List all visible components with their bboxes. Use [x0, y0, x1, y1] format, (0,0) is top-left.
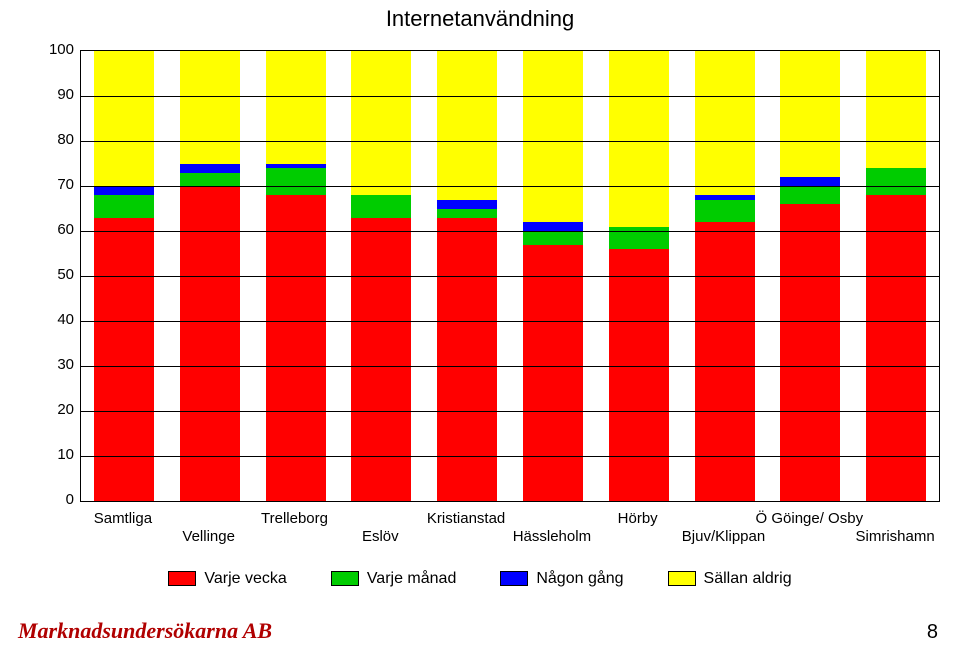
bar-segment [180, 173, 240, 187]
bar-segment [180, 51, 240, 164]
bar-segment [695, 51, 755, 195]
bar-segment [866, 51, 926, 168]
bar-segment [609, 227, 669, 250]
bar-segment [437, 209, 497, 218]
x-tick-label: Kristianstad [396, 510, 536, 527]
y-tick-label: 10 [40, 446, 74, 463]
x-tick-label: Trelleborg [225, 510, 365, 527]
legend-swatch [331, 571, 359, 586]
legend-item: Sällan aldrig [668, 570, 792, 588]
legend: Varje vecka Varje månad Någon gång Sällan a… [0, 570, 960, 588]
chart-area: SamtligaVellingeTrelleborgEslövKristians… [40, 40, 940, 510]
gridline [81, 231, 939, 232]
footer-brand: Marknadsundersökarna AB [18, 618, 272, 644]
bar-segment [94, 51, 154, 186]
legend-swatch [168, 571, 196, 586]
bar-segment [695, 200, 755, 223]
gridline [81, 186, 939, 187]
y-tick-label: 60 [40, 221, 74, 238]
legend-item: Varje vecka [168, 570, 286, 588]
bar-segment [780, 51, 840, 177]
x-tick-label: Eslöv [310, 528, 450, 545]
x-tick-label: Simrishamn [825, 528, 960, 545]
bar-segment [523, 51, 583, 222]
bar-segment [609, 51, 669, 227]
y-tick-label: 30 [40, 356, 74, 373]
page: Internetanvändning SamtligaVellingeTrell… [0, 0, 960, 658]
legend-label: Varje månad [367, 570, 457, 587]
gridline [81, 276, 939, 277]
y-tick-label: 40 [40, 311, 74, 328]
footer-page-number: 8 [927, 621, 938, 644]
bar-segment [180, 186, 240, 501]
x-tick-label: Hässleholm [482, 528, 622, 545]
legend-item: Någon gång [500, 570, 623, 588]
bar-segment [351, 51, 411, 195]
legend-swatch [500, 571, 528, 586]
legend-label: Någon gång [536, 570, 623, 587]
bar-segment [94, 195, 154, 218]
gridline [81, 456, 939, 457]
x-tick-label: Vellinge [139, 528, 279, 545]
bar-segment [695, 195, 755, 200]
bar-segment [351, 195, 411, 218]
x-tick-label: Hörby [568, 510, 708, 527]
bar-segment [609, 249, 669, 501]
plot-area [80, 50, 940, 502]
legend-label: Varje vecka [204, 570, 286, 587]
bar-segment [523, 222, 583, 231]
bar-segment [266, 51, 326, 164]
bar-segment [351, 218, 411, 502]
gridline [81, 141, 939, 142]
y-tick-label: 90 [40, 86, 74, 103]
gridline [81, 96, 939, 97]
gridline [81, 366, 939, 367]
y-tick-label: 0 [40, 491, 74, 508]
y-tick-label: 80 [40, 131, 74, 148]
gridline [81, 411, 939, 412]
bar-segment [266, 164, 326, 169]
chart-title: Internetanvändning [0, 6, 960, 32]
bar-segment [523, 231, 583, 245]
x-tick-label: Bjuv/Klippan [654, 528, 794, 545]
bar-segment [780, 186, 840, 204]
y-tick-label: 50 [40, 266, 74, 283]
bar-segment [180, 164, 240, 173]
y-tick-label: 100 [40, 41, 74, 58]
y-tick-label: 70 [40, 176, 74, 193]
gridline [81, 321, 939, 322]
y-tick-label: 20 [40, 401, 74, 418]
legend-item: Varje månad [331, 570, 457, 588]
bar-segment [94, 186, 154, 195]
bar-segment [437, 200, 497, 209]
bar-segment [695, 222, 755, 501]
legend-swatch [668, 571, 696, 586]
x-tick-label: Samtliga [53, 510, 193, 527]
bar-segment [266, 168, 326, 195]
legend-label: Sällan aldrig [704, 570, 792, 587]
bar-segment [94, 218, 154, 502]
bar-segment [780, 177, 840, 186]
bar-segment [437, 51, 497, 200]
bar-segment [866, 168, 926, 195]
x-tick-label: Ö Göinge/ Osby [739, 510, 879, 527]
bar-segment [437, 218, 497, 502]
bar-segment [523, 245, 583, 502]
